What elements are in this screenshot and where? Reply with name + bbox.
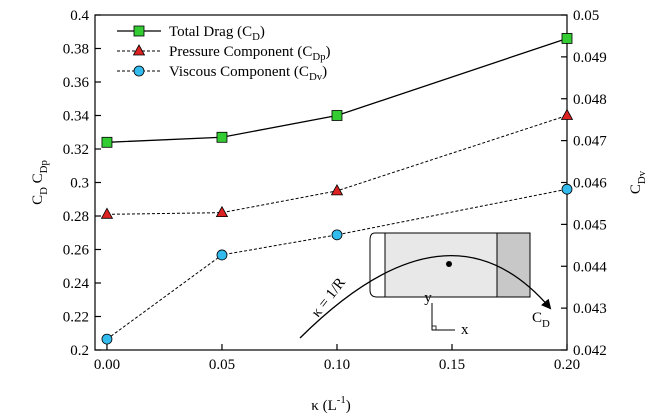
- y-tick-label: 0.3: [70, 176, 89, 192]
- y-tick-label: 0.24: [63, 276, 90, 292]
- y2-tick-label: 0.045: [573, 217, 607, 233]
- y2-tick-label: 0.049: [573, 50, 607, 66]
- marker: [100, 207, 114, 219]
- y-tick-label: 0.36: [63, 75, 90, 91]
- marker: [560, 108, 574, 120]
- x-tick-label: 0.10: [324, 357, 350, 373]
- annotation: κ = 1/R: [309, 275, 349, 320]
- x-tick-label: 0.20: [554, 357, 580, 373]
- series-line: [106, 115, 568, 215]
- marker: [561, 183, 573, 195]
- y2-tick-label: 0.046: [573, 176, 607, 192]
- y2-tick-label: 0.044: [573, 259, 607, 275]
- y-tick-label: 0.4: [70, 8, 89, 24]
- inset-diagram: [299, 232, 552, 339]
- marker: [216, 249, 228, 261]
- series-line: [106, 37, 568, 143]
- marker: [330, 184, 344, 196]
- x-tick-label: 0.05: [209, 357, 235, 373]
- annotation: x: [461, 322, 469, 338]
- x-tick-label: 0.15: [439, 357, 465, 373]
- legend-label: Total Drag (CD): [169, 24, 265, 43]
- marker: [101, 333, 113, 345]
- y-tick-label: 0.22: [63, 310, 89, 326]
- y2-tick-label: 0.043: [573, 301, 607, 317]
- marker: [132, 44, 146, 56]
- y2-axis-label: CDv: [628, 170, 648, 194]
- y-tick-label: 0.2: [70, 343, 89, 359]
- marker: [331, 110, 343, 121]
- marker: [561, 33, 573, 44]
- annotation: y: [424, 290, 432, 306]
- marker: [215, 205, 229, 218]
- y-axis-label: CD CDp: [30, 160, 50, 205]
- y-tick-label: 0.34: [63, 109, 90, 125]
- y2-tick-label: 0.042: [573, 343, 607, 359]
- x-tick-label: 0.00: [94, 357, 120, 373]
- annotation: CD: [532, 310, 550, 330]
- legend-label: Viscous Component (CDv): [169, 64, 327, 83]
- marker: [133, 25, 145, 37]
- legend-label: Pressure Component (CDp): [169, 44, 331, 63]
- marker: [133, 65, 145, 77]
- marker: [101, 136, 113, 148]
- x-axis-label: κ (L-1): [311, 394, 350, 414]
- y-tick-label: 0.38: [63, 42, 89, 58]
- y2-tick-label: 0.05: [573, 8, 599, 24]
- y-tick-label: 0.32: [63, 142, 89, 158]
- marker: [331, 229, 343, 241]
- y-tick-label: 0.26: [63, 243, 90, 259]
- marker: [216, 131, 228, 143]
- y-tick-label: 0.28: [63, 209, 89, 225]
- series-line: [106, 188, 568, 340]
- y2-tick-label: 0.048: [573, 92, 607, 108]
- y2-tick-label: 0.047: [573, 134, 607, 150]
